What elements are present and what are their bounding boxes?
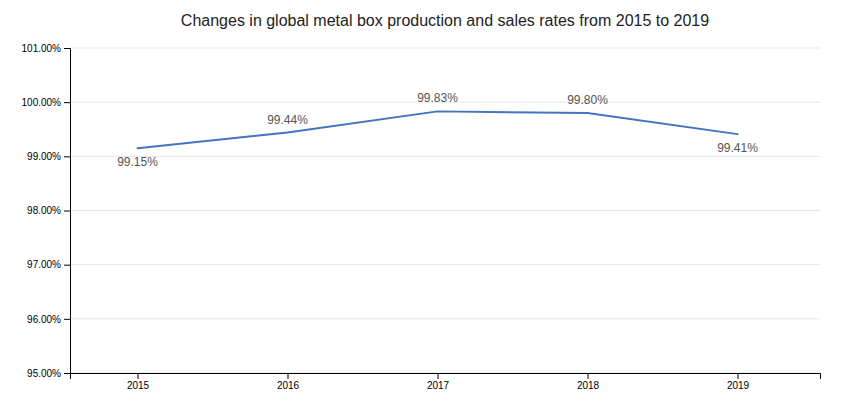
data-label: 99.44% <box>267 113 308 127</box>
y-tick: 100.00% <box>22 97 70 108</box>
plot-area: 95.00% 96.00% 97.00% 98.00% 99.00% 100.00% 101… <box>22 43 821 391</box>
series <box>138 111 738 148</box>
y-tick-label: 95.00% <box>27 368 61 379</box>
data-label: 99.41% <box>717 141 758 155</box>
y-tick-mark <box>64 373 70 374</box>
x-tick: 2019 <box>727 373 750 391</box>
x-tick-mark <box>138 373 139 379</box>
y-tick-mark <box>64 265 70 266</box>
chart-title: Changes in global metal box production a… <box>181 12 709 29</box>
x-tick-label: 2017 <box>427 380 450 391</box>
y-axis: 95.00% 96.00% 97.00% 98.00% 99.00% 100.00% 101… <box>22 43 71 379</box>
y-tick: 97.00% <box>27 259 70 270</box>
grid-line <box>70 210 820 211</box>
x-axis-line <box>71 374 821 380</box>
x-axis: 2015 2016 2017 2018 2019 <box>71 373 821 391</box>
x-tick-label: 2016 <box>277 380 300 391</box>
x-tick: 2017 <box>427 373 450 391</box>
data-label: 99.83% <box>417 91 458 105</box>
y-tick: 101.00% <box>22 43 70 54</box>
y-tick-label: 100.00% <box>22 97 62 108</box>
x-tick: 2018 <box>577 373 600 391</box>
y-tick: 96.00% <box>27 314 70 325</box>
y-tick-label: 101.00% <box>22 43 62 54</box>
x-tick: 2016 <box>277 373 300 391</box>
line <box>138 111 738 148</box>
x-tick-label: 2015 <box>127 380 150 391</box>
y-tick: 95.00% <box>27 368 70 379</box>
y-axis-line <box>64 49 71 374</box>
x-tick-label: 2018 <box>577 380 600 391</box>
data-label: 99.15% <box>117 155 158 169</box>
grid-line <box>70 318 820 319</box>
y-tick-mark <box>64 319 70 320</box>
x-tick: 2015 <box>127 373 150 391</box>
data-label: 99.80% <box>567 93 608 107</box>
grid-line <box>70 48 820 49</box>
data-labels: 99.15% 99.44% 99.83% 99.80% 99.41% <box>117 91 758 169</box>
y-tick: 99.00% <box>27 151 70 162</box>
y-tick-mark <box>64 102 70 103</box>
grid <box>70 48 820 373</box>
y-tick: 98.00% <box>27 205 70 216</box>
y-tick-label: 96.00% <box>27 314 61 325</box>
x-tick-mark <box>288 373 289 379</box>
y-tick-label: 97.00% <box>27 259 61 270</box>
y-tick-mark <box>64 211 70 212</box>
y-tick-mark <box>64 48 70 49</box>
grid-line <box>70 156 820 157</box>
y-tick-label: 98.00% <box>27 205 61 216</box>
x-tick-mark <box>438 373 439 379</box>
chart: 95.00% 96.00% 97.00% 98.00% 99.00% 100.00% 101… <box>0 0 850 409</box>
x-tick-mark <box>588 373 589 379</box>
x-tick-label: 2019 <box>727 380 750 391</box>
y-tick-label: 99.00% <box>27 151 61 162</box>
y-tick-mark <box>64 156 70 157</box>
x-tick-mark <box>738 373 739 379</box>
grid-line <box>70 264 820 265</box>
